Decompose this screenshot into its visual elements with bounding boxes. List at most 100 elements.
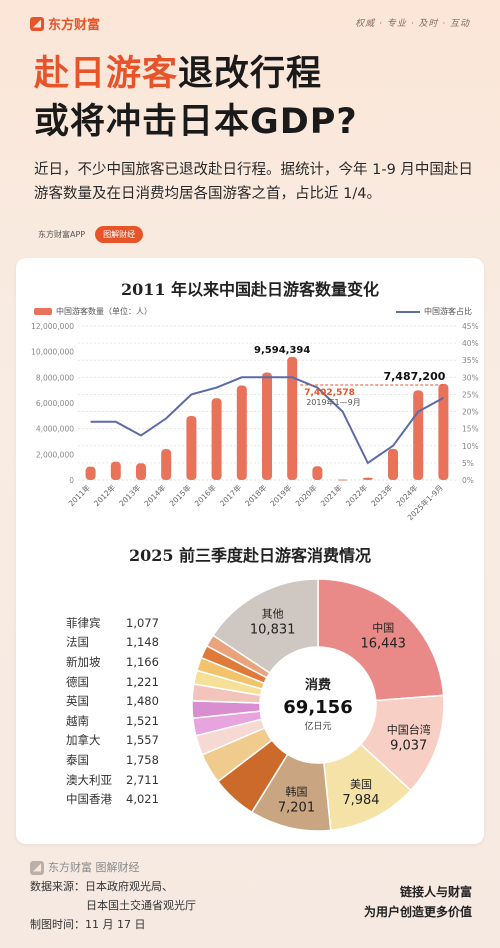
y-left-tick-label: 6,000,000 [36,399,74,408]
headline: 赴日游客退改行程 或将冲击日本GDP? [34,50,358,146]
country-name: 法国 [66,635,89,650]
headline-line2: 或将冲击日本GDP? [34,102,358,142]
x-tick-label: 2013年 [117,482,143,508]
y-left-tick-label: 12,000,000 [31,322,74,331]
x-tick-label: 2017年 [217,482,243,508]
country-value: 1,758 [126,752,159,767]
country-value: 1,166 [126,654,159,669]
list-item: 加拿大 1,557 [66,731,171,751]
country-name: 澳大利亚 [66,772,112,787]
footer-logo-icon [30,860,44,875]
country-name: 中国香港 [66,792,112,807]
slice-label: 中国 [372,622,394,635]
headline-highlight: 赴日游客 [34,54,179,94]
y-right-tick-label: 0% [462,476,474,485]
center-unit: 亿日元 [304,720,331,732]
country-value: 1,148 [126,635,159,650]
bar [388,448,398,480]
x-tick-label: 2012年 [91,482,117,508]
pie-chart-title: 2025 前三季度赴日游客消费情况 [128,546,372,565]
country-value: 1,077 [126,615,159,630]
y-right-tick-label: 30% [462,373,479,382]
y-left-tick-label: 4,000,000 [36,425,74,434]
x-tick-label: 2014年 [142,482,168,508]
share-line [90,376,444,465]
footer: 东方财富 图解财经 数据来源：日本政府观光局、 日本国土交通省观光厅 制图时间：… [30,858,196,934]
country-value: 1,480 [126,694,159,709]
list-item: 英国 1,480 [66,691,171,711]
peak-label: 9,594,394 [254,345,310,356]
line-legend-swatch [396,310,420,313]
y-right-tick-label: 45% [462,322,479,331]
y-right-tick-label: 10% [462,442,479,451]
list-item: 菲律宾 1,077 [66,613,171,633]
x-tick-label: 2015年 [167,482,193,508]
list-item: 中国香港 4,021 [66,789,171,809]
list-item: 澳大利亚 2,711 [66,770,171,790]
donut-center [261,648,375,762]
list-item: 法国 1,148 [66,633,171,653]
slice-label: 其他 [262,607,284,620]
country-name: 新加坡 [66,654,101,669]
source-line1: 数据来源：日本政府观光局、 [30,880,173,893]
pie-chart: 中国 16,443 中国台湾 9,037 美国 7,984 韩国 7,201 其他 10,831 消… [191,578,445,832]
bar [136,463,146,480]
x-tick-label: 2019年 [268,482,294,508]
center-label: 消费 [305,677,331,693]
x-tick-label: 2022年 [343,482,369,508]
footer-slogan-1: 链接人与财富 [399,885,472,899]
list-item: 泰国 1,758 [66,750,171,770]
brand-name: 东方财富 [48,18,101,33]
tag-row: 东方财富APP 图解财经 [34,226,144,243]
slice-label: 美国 [350,778,372,791]
y-right-tick-label: 20% [462,408,479,417]
country-name: 菲律宾 [66,615,101,630]
combo-chart: 0% 5% 10% 15% 20% 25% 30% 35% 40% 45% 0 2,000,000 4,… [31,322,479,522]
bar [337,479,348,481]
chart-date: 制图时间：11 月 17 日 [30,918,146,931]
chart-card: 2011 年以来中国赴日游客数量变化 中国游客数量（单位：人） 中国游客占比 0… [16,258,484,844]
slice-value: 7,984 [342,793,379,808]
slice-label: 韩国 [285,785,307,799]
source-line2: 日本国土交通省观光厅 [86,899,196,912]
y-right-tick-label: 25% [462,390,479,399]
logo-icon [30,16,44,31]
country-name: 德国 [66,674,89,689]
bar-chart-title: 2011 年以来中国赴日游客数量变化 [120,280,380,299]
compare-value: 7,402,578 [304,388,355,398]
country-value: 1,521 [126,713,159,728]
bar [110,461,121,480]
x-tick-label: 2021年 [318,482,344,508]
y-right-tick-label: 40% [462,339,479,348]
y-left-tick-label: 2,000,000 [36,450,74,459]
brand-tag: 图解财经 [95,226,144,243]
y-left-tick-label: 8,000,000 [36,373,74,382]
slice-value: 9,037 [390,738,427,753]
bar [413,390,424,480]
pie-slice [212,578,319,674]
app-tag: 东方财富APP [38,230,86,239]
bar-legend: 中国游客数量（单位：人） [34,306,152,317]
x-tick-label: 2023年 [369,482,395,508]
bar [362,477,373,480]
country-name: 英国 [66,694,89,709]
bar [211,398,222,480]
pie-slice [317,578,445,702]
x-tick-label: 2016年 [192,482,218,508]
list-item: 新加坡 1,166 [66,652,171,672]
headline-line1-rest: 退改行程 [178,54,323,94]
bar [262,372,272,480]
country-value: 1,221 [126,674,159,689]
brand-logo: 东方财富 [30,14,100,33]
bar [312,466,323,480]
y-right-tick-label: 5% [462,459,474,468]
bar [438,383,449,480]
bar [236,385,247,480]
y-right-tick-label: 15% [462,425,479,434]
x-tick-label: 2011年 [66,482,92,508]
country-value: 2,711 [126,772,159,787]
y-left-tick-label: 0 [69,476,74,485]
last-label: 7,487,200 [383,370,445,383]
x-tick-label: 2018年 [243,482,269,508]
y-left-tick-label: 10,000,000 [31,348,74,357]
